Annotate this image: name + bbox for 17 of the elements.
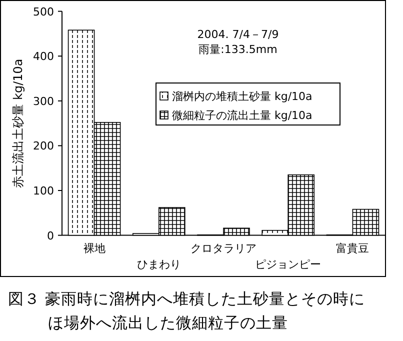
legend-label: 微細粒子の流出土量 kg/10a: [172, 109, 312, 122]
y-tick-label: 200: [33, 140, 54, 153]
legend-label: 溜桝内の堆積土砂量 kg/10a: [172, 90, 312, 103]
y-tick-label: 100: [33, 184, 54, 198]
x-tick-label: 富貴豆: [336, 242, 370, 255]
annotation: 2004. 7/4－7/9: [197, 28, 279, 41]
x-tick-label: ピジョンピー: [255, 258, 322, 271]
text: 図３ 豪雨時に溜桝内へ堆積した土砂量とその時にほ場外へ流出した微細粒子の土量: [8, 290, 365, 332]
y-tick-label: 300: [33, 94, 54, 108]
x-tick-label: クロタラリア: [190, 242, 256, 255]
annotation: 雨量:133.5mm: [198, 43, 278, 56]
y-tick-label: 500: [33, 5, 54, 18]
y-tick-label: 400: [33, 50, 54, 64]
y-axis-title: 赤土流出土砂量 kg/10a: [11, 58, 25, 188]
y-tick-label: 0: [47, 229, 54, 242]
x-tick-label: 裸地: [83, 242, 106, 255]
x-tick-label: ひまわり: [136, 258, 181, 271]
